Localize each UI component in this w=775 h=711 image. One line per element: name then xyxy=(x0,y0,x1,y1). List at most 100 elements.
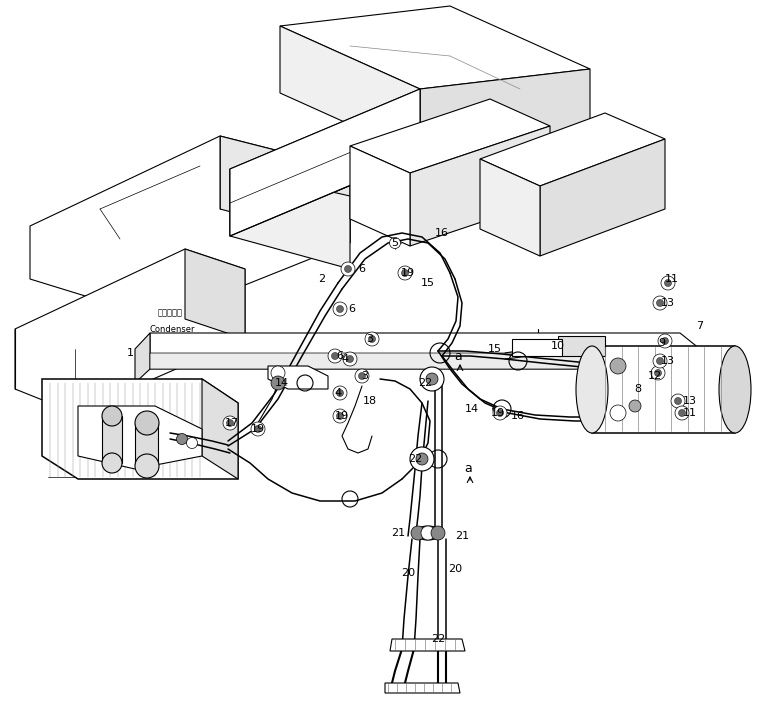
Polygon shape xyxy=(102,416,122,463)
Text: 16: 16 xyxy=(511,411,525,421)
Text: 22: 22 xyxy=(408,454,422,464)
Ellipse shape xyxy=(576,346,608,433)
Circle shape xyxy=(365,332,379,346)
Polygon shape xyxy=(220,136,350,243)
Circle shape xyxy=(336,390,343,397)
Circle shape xyxy=(651,366,665,380)
Circle shape xyxy=(345,265,352,272)
Polygon shape xyxy=(15,249,245,413)
Circle shape xyxy=(102,453,122,473)
Circle shape xyxy=(135,454,159,478)
Text: 21: 21 xyxy=(455,531,469,541)
Text: 5: 5 xyxy=(391,238,398,248)
Polygon shape xyxy=(512,339,562,356)
Circle shape xyxy=(431,526,445,540)
Circle shape xyxy=(674,397,681,405)
Circle shape xyxy=(271,366,285,380)
Ellipse shape xyxy=(719,346,751,433)
Polygon shape xyxy=(420,69,590,156)
Circle shape xyxy=(336,412,343,419)
Polygon shape xyxy=(385,683,460,693)
Text: 13: 13 xyxy=(661,356,675,366)
Circle shape xyxy=(421,526,435,540)
Polygon shape xyxy=(350,146,410,246)
Polygon shape xyxy=(268,366,328,389)
Polygon shape xyxy=(540,139,665,256)
Text: 22: 22 xyxy=(431,634,445,644)
Polygon shape xyxy=(230,89,420,236)
Circle shape xyxy=(420,367,444,391)
Circle shape xyxy=(390,237,401,249)
Circle shape xyxy=(411,526,425,540)
Text: 19: 19 xyxy=(491,408,505,418)
Circle shape xyxy=(653,354,667,368)
Text: 11: 11 xyxy=(665,274,679,284)
Text: コンデンサ: コンデンサ xyxy=(157,309,182,318)
Text: 20: 20 xyxy=(448,564,462,574)
Text: 7: 7 xyxy=(697,321,704,331)
Circle shape xyxy=(336,306,343,313)
Circle shape xyxy=(675,406,689,420)
Text: 3: 3 xyxy=(367,334,374,344)
Circle shape xyxy=(368,336,376,343)
Circle shape xyxy=(343,352,357,366)
Text: 15: 15 xyxy=(421,278,435,288)
Circle shape xyxy=(656,299,663,306)
Text: 19: 19 xyxy=(335,411,349,421)
Polygon shape xyxy=(390,639,465,651)
Text: 19: 19 xyxy=(401,268,415,278)
Circle shape xyxy=(678,410,686,417)
Circle shape xyxy=(251,422,265,436)
Circle shape xyxy=(355,369,369,383)
Polygon shape xyxy=(558,336,605,356)
Circle shape xyxy=(416,453,428,465)
Text: 13: 13 xyxy=(661,298,675,308)
Circle shape xyxy=(610,358,626,374)
Circle shape xyxy=(359,373,366,380)
Circle shape xyxy=(655,370,662,377)
Circle shape xyxy=(610,405,626,421)
Circle shape xyxy=(226,419,233,427)
Text: 21: 21 xyxy=(391,528,405,538)
Circle shape xyxy=(410,447,434,471)
Circle shape xyxy=(102,406,122,426)
Polygon shape xyxy=(480,113,665,186)
Circle shape xyxy=(658,334,672,348)
Polygon shape xyxy=(78,406,202,469)
Circle shape xyxy=(271,376,285,390)
Circle shape xyxy=(333,386,347,400)
Circle shape xyxy=(223,416,237,430)
Circle shape xyxy=(656,358,663,365)
Text: 4: 4 xyxy=(335,388,342,398)
Text: 11: 11 xyxy=(683,408,697,418)
Circle shape xyxy=(629,400,641,412)
Circle shape xyxy=(333,302,347,316)
Polygon shape xyxy=(230,169,350,269)
Text: 16: 16 xyxy=(435,228,449,238)
Text: 9: 9 xyxy=(659,338,666,348)
Circle shape xyxy=(177,434,188,444)
Text: 6: 6 xyxy=(349,304,356,314)
Polygon shape xyxy=(202,379,238,479)
Circle shape xyxy=(426,373,438,385)
Text: 13: 13 xyxy=(683,396,697,406)
Circle shape xyxy=(671,394,685,408)
Text: 10: 10 xyxy=(551,341,565,351)
Polygon shape xyxy=(230,89,420,236)
Polygon shape xyxy=(150,333,700,369)
Text: a: a xyxy=(464,462,472,476)
Text: 4: 4 xyxy=(342,354,349,364)
Circle shape xyxy=(333,409,347,423)
Polygon shape xyxy=(42,379,238,479)
Circle shape xyxy=(401,269,408,277)
Circle shape xyxy=(135,411,159,435)
Ellipse shape xyxy=(414,526,442,540)
Polygon shape xyxy=(280,6,590,89)
Polygon shape xyxy=(280,26,420,156)
Text: 18: 18 xyxy=(363,396,377,406)
Text: 1: 1 xyxy=(126,348,133,358)
Polygon shape xyxy=(592,346,735,433)
Circle shape xyxy=(187,437,198,449)
Circle shape xyxy=(254,425,261,432)
Circle shape xyxy=(332,353,339,360)
